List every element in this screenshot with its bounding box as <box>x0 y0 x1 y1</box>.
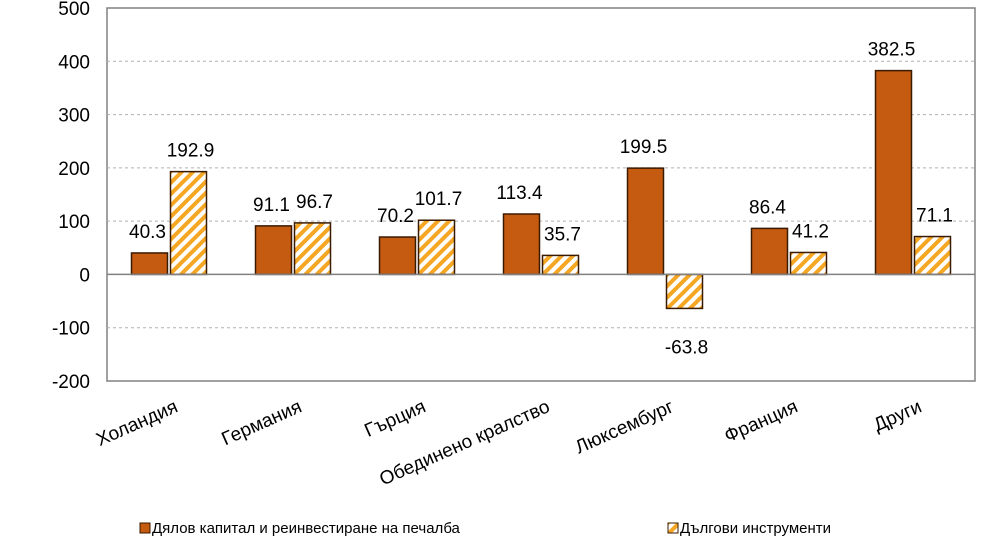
plot-area <box>106 7 976 382</box>
x-tick-label: Германия <box>219 396 305 450</box>
bar-equity <box>750 227 789 276</box>
data-label: 113.4 <box>496 183 543 204</box>
x-tick-label: Холандия <box>93 396 181 450</box>
y-tick-label: -200 <box>52 372 90 393</box>
y-tick-label: 300 <box>58 106 90 127</box>
bar-equity <box>874 69 913 276</box>
bars <box>130 69 952 310</box>
bar-debt <box>417 219 456 276</box>
y-tick-label: 200 <box>58 159 90 180</box>
data-label: 96.7 <box>296 192 333 213</box>
data-label: 40.3 <box>129 222 166 243</box>
bar-equity <box>130 252 169 276</box>
bar-equity <box>626 167 665 276</box>
x-tick-label: Други <box>871 396 925 436</box>
data-label: 71.1 <box>916 206 953 227</box>
y-tick-label: 500 <box>58 0 90 20</box>
data-label: 192.9 <box>167 141 215 162</box>
bar-equity <box>378 236 417 276</box>
data-label: 199.5 <box>620 137 668 158</box>
data-label: 70.2 <box>377 206 414 227</box>
data-label: 86.4 <box>749 197 786 218</box>
y-tick-label: 0 <box>79 265 90 286</box>
data-label: 101.7 <box>415 189 463 210</box>
bar-debt <box>913 235 952 276</box>
gridlines <box>107 60 975 329</box>
x-tick-label: Гърция <box>362 396 429 441</box>
bar-debt <box>665 273 704 310</box>
bar-equity <box>254 225 293 276</box>
y-tick-label: 100 <box>58 212 90 233</box>
legend-label: Дялов капитал и реинвестиране на печалба <box>152 520 461 537</box>
data-label: 91.1 <box>253 195 290 216</box>
bar-debt <box>169 170 208 276</box>
data-label: 41.2 <box>792 221 829 242</box>
x-tick-label: Франция <box>721 396 801 447</box>
bar-equity <box>502 213 541 276</box>
data-label: 35.7 <box>544 224 581 245</box>
y-axis-ticks: 500 400 300 200 100 0 -100 -200 <box>52 0 90 393</box>
bar-debt <box>293 222 332 276</box>
bar-debt <box>789 251 828 276</box>
data-label: -63.8 <box>665 337 708 358</box>
legend-swatch <box>667 522 679 534</box>
y-tick-label: 400 <box>58 52 90 73</box>
y-tick-label: -100 <box>52 319 90 340</box>
legend-swatch <box>139 522 151 534</box>
data-label: 382.5 <box>868 40 916 61</box>
bar-debt <box>541 254 580 276</box>
x-tick-label: Люксембург <box>572 396 677 458</box>
legend: Дялов капитал и реинвестиране на печалба… <box>139 520 831 537</box>
legend-label: Дългови инструменти <box>680 520 831 537</box>
